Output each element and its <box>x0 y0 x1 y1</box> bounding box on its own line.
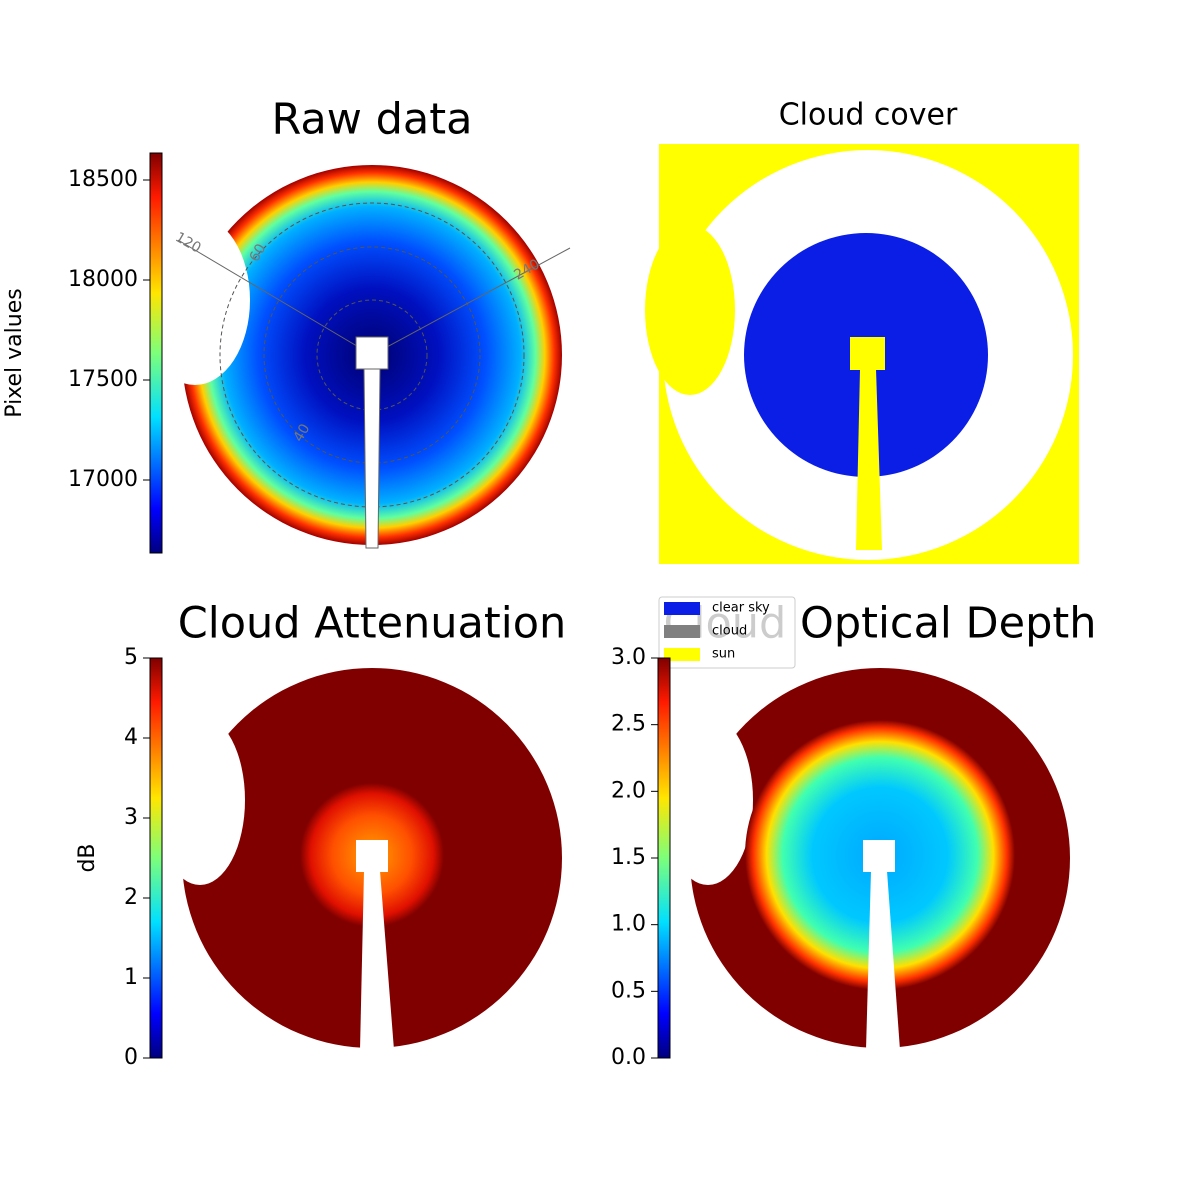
panel-title: Raw data <box>272 95 473 145</box>
raw-image <box>140 165 571 549</box>
colorbar-tick-label: 17000 <box>68 467 138 492</box>
optical-depth-image <box>663 668 1070 1050</box>
legend-label: sun <box>712 647 735 662</box>
colorbar-tick-label: 0 <box>124 1045 138 1070</box>
colorbar-tick-label: 2.0 <box>611 778 646 803</box>
colorbar-tick-label: 2 <box>124 885 138 910</box>
legend-swatch <box>664 625 700 638</box>
colorbar-tick-label: 3 <box>124 805 138 830</box>
colorbar-tick-label: 2.5 <box>611 712 646 737</box>
colorbar-tick-label: 18500 <box>68 167 138 192</box>
colorbar-label: Pixel values <box>2 288 27 417</box>
polar-label: 40 <box>291 421 314 444</box>
colorbar-tick-label: 0.0 <box>611 1045 646 1070</box>
attenuation-image <box>155 668 562 1050</box>
colorbar <box>149 657 163 1059</box>
colorbar-tick-label: 17500 <box>68 367 138 392</box>
colorbar-tick-label: 3.0 <box>611 645 646 670</box>
colorbar-tick-label: 1.5 <box>611 845 646 870</box>
colorbar-tick-label: 4 <box>124 725 138 750</box>
cloud-cover-image <box>645 144 1079 564</box>
colorbar-label: dB <box>75 843 100 872</box>
legend-swatch <box>664 648 700 661</box>
panel-title: Cloud Attenuation <box>178 599 567 649</box>
colorbar-tick-label: 1.0 <box>611 912 646 937</box>
legend-swatch <box>664 602 700 615</box>
colorbar-tick-label: 0.5 <box>611 978 646 1003</box>
colorbar-tick-label: 5 <box>124 645 138 670</box>
colorbar <box>149 152 163 554</box>
panel-title: Cloud cover <box>779 98 958 133</box>
colorbar-tick-label: 1 <box>124 965 138 990</box>
polar-label: 60 <box>247 241 270 264</box>
legend-label: cloud <box>712 624 747 639</box>
colorbar <box>657 657 671 1059</box>
colorbar-tick-label: 18000 <box>68 267 138 292</box>
legend-label: clear sky <box>712 601 770 616</box>
